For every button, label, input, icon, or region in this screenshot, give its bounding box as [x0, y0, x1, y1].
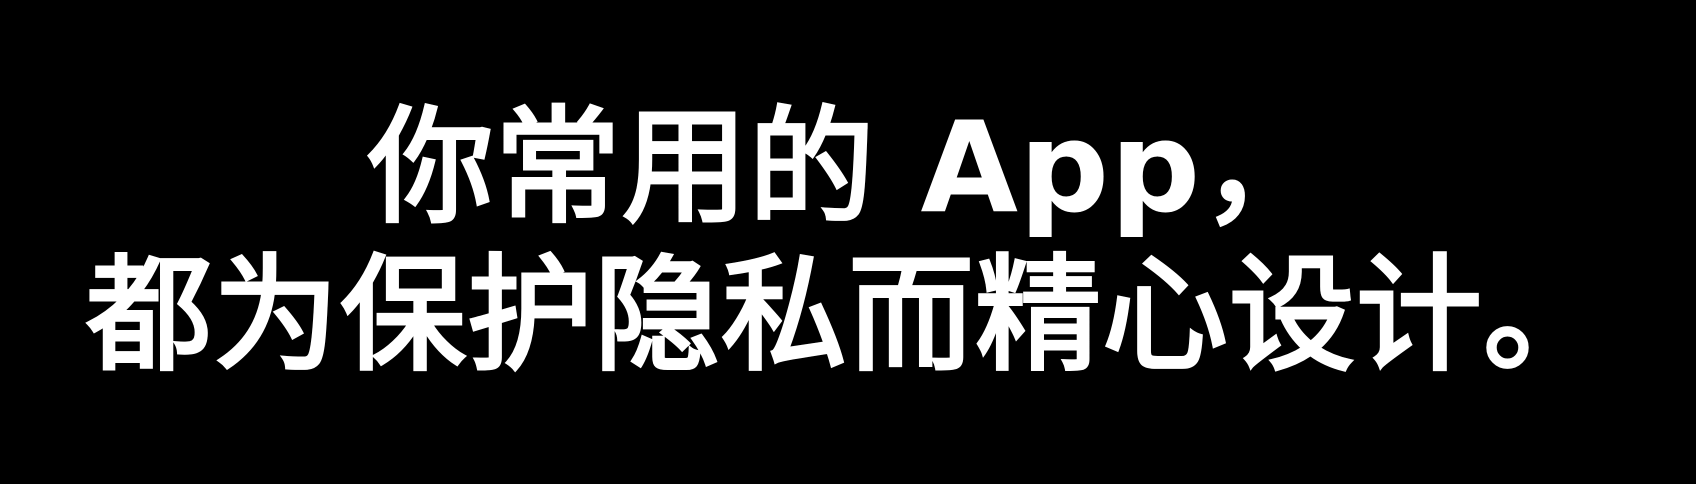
headline-line-2: 都为保护隐私而精心设计。: [86, 242, 1610, 389]
headline-line-1: 你常用的 App，: [367, 94, 1329, 241]
headline: 你常用的 App， 都为保护隐私而精心设计。: [86, 94, 1610, 390]
